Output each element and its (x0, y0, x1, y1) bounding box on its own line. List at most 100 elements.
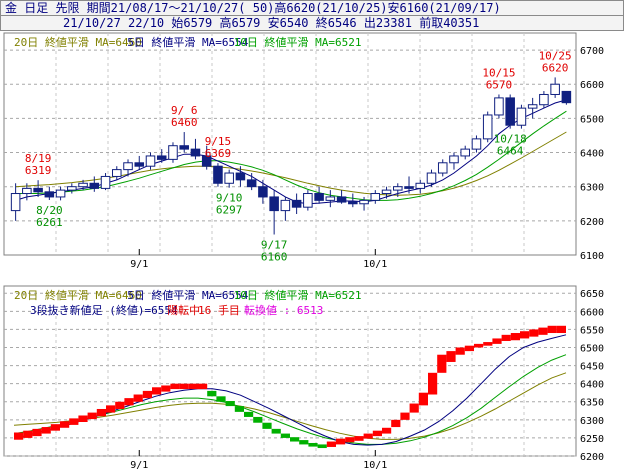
up-break-box (142, 390, 152, 399)
candle-body (269, 196, 279, 212)
break-y-tick: 6550 (580, 325, 604, 336)
up-break-box (372, 430, 382, 437)
up-break-box (437, 354, 447, 373)
down-break-box (299, 440, 309, 445)
low-annotation-value: 6261 (36, 216, 63, 229)
candle-body (381, 189, 392, 195)
price-y-tick: 6300 (580, 183, 604, 194)
candle-body (280, 199, 291, 212)
up-break-box (14, 432, 24, 440)
up-break-box (152, 387, 162, 395)
high-annotation-value: 6369 (205, 147, 232, 160)
up-break-box (510, 333, 520, 341)
up-break-box (69, 418, 79, 425)
down-break-box (225, 401, 235, 407)
break-y-tick: 6350 (580, 398, 604, 409)
candle-body (156, 155, 167, 160)
break-x-tick: 9/1 (130, 460, 148, 471)
high-annotation-date: 9/15 (205, 135, 232, 148)
up-break-box (382, 427, 392, 434)
break-y-tick: 6450 (580, 362, 604, 373)
up-break-box (188, 383, 198, 390)
break-y-tick: 6300 (580, 416, 604, 427)
high-annotation-value: 6570 (486, 78, 513, 91)
candle-body (179, 145, 189, 150)
candle-body (134, 162, 145, 167)
up-break-box (455, 347, 465, 355)
candle-body (359, 199, 369, 205)
up-break-box (179, 383, 189, 390)
break-y-tick: 6600 (580, 307, 604, 318)
up-break-box (41, 427, 51, 434)
candle-body (370, 193, 381, 201)
candle-body (449, 155, 459, 164)
candle-body (336, 196, 347, 203)
break-y-tick: 6650 (580, 289, 604, 300)
candle-body (494, 97, 504, 116)
up-break-box (400, 412, 410, 420)
break-legend-item: 5日 終値平滑 MA=6554 (127, 288, 249, 302)
chart-header-latest-quote: 21/10/27 22/10 始6579 高6579 安6540 終6546 出… (0, 15, 624, 31)
up-break-box (32, 428, 42, 437)
price-x-tick: 10/1 (363, 259, 387, 270)
candle-body (67, 186, 77, 191)
price-legend-item: 20日 終値平滑 MA=6460 (14, 35, 142, 49)
candle-body (123, 162, 133, 171)
low-annotation-value: 6464 (497, 145, 524, 158)
high-annotation-value: 6319 (25, 164, 52, 177)
candle-body (393, 186, 403, 191)
down-break-box (317, 444, 327, 449)
candle-body (505, 97, 515, 126)
up-break-box (170, 383, 180, 390)
candle-body (527, 104, 538, 109)
high-annotation-date: 10/15 (482, 66, 515, 79)
price-y-tick: 6500 (580, 114, 604, 125)
up-break-box (124, 398, 134, 406)
price-y-tick: 6200 (580, 217, 604, 228)
down-break-box (290, 437, 300, 442)
break-status-text: 転換値 : 6513 (244, 304, 323, 317)
up-break-box (363, 433, 373, 439)
down-break-box (244, 411, 254, 417)
candle-body (201, 155, 212, 167)
candle-body (437, 162, 448, 174)
candle-body (213, 165, 223, 184)
high-annotation-date: 9/ 6 (171, 104, 198, 117)
price-legend-item: 5日 終値平滑 MA=6554 (127, 35, 249, 49)
candle-body (89, 182, 100, 189)
up-break-box (409, 403, 419, 413)
break-status-text: 陽転中 (167, 304, 200, 317)
candle-body (78, 182, 88, 188)
up-break-box (345, 437, 355, 443)
break-legend-item: 20日 終値平滑 MA=6460 (14, 288, 142, 302)
candle-body (348, 201, 358, 205)
up-break-box (428, 372, 438, 395)
up-break-box (547, 325, 557, 334)
low-annotation-value: 6160 (261, 251, 288, 264)
price-y-tick: 6700 (580, 46, 604, 57)
up-break-box (492, 338, 502, 344)
candle-body (516, 107, 527, 126)
candle-body (190, 148, 201, 157)
high-annotation-value: 6620 (542, 61, 569, 74)
up-break-box (23, 430, 33, 438)
up-break-box (96, 408, 106, 417)
price-legend-item: 10日 終値平滑 MA=6521 (234, 35, 362, 49)
price-y-tick: 6600 (580, 80, 604, 91)
break-y-tick: 6250 (580, 434, 604, 445)
candle-body (100, 175, 111, 189)
down-break-box (253, 416, 263, 423)
down-break-box (207, 390, 217, 397)
up-break-box (106, 405, 116, 413)
down-break-box (216, 396, 226, 402)
low-annotation-date: 9/17 (261, 239, 288, 252)
candle-body (426, 172, 437, 184)
candle-body (145, 155, 156, 167)
up-break-box (529, 329, 539, 337)
break-status-text: 3段抜き新値足 (終値)=6554 (30, 303, 178, 317)
down-break-box (262, 422, 272, 429)
down-break-box (271, 428, 281, 434)
candle-body (44, 191, 55, 198)
low-annotation-date: 9/10 (216, 192, 243, 205)
